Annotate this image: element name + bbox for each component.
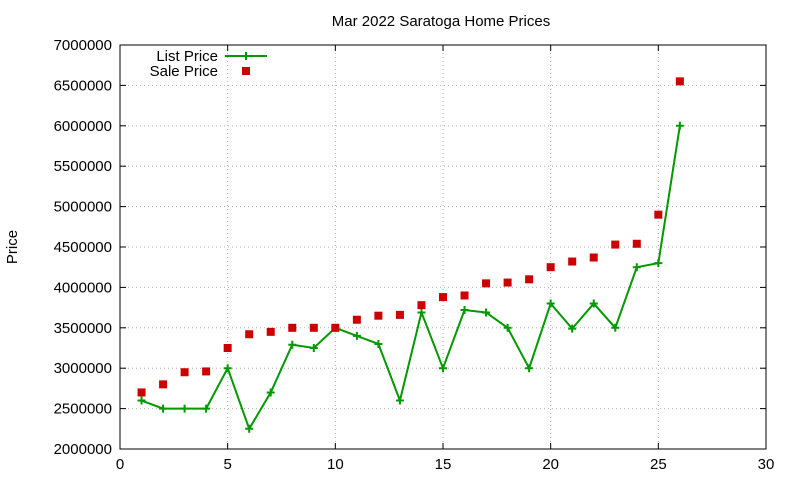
- x-tick-label: 0: [116, 456, 124, 473]
- list-price-point: [568, 324, 577, 333]
- list-price-point: [352, 331, 361, 340]
- list-price-point: [137, 396, 146, 405]
- list-price-point: [654, 259, 663, 268]
- x-tick-label: 15: [435, 456, 452, 473]
- chart-title: Mar 2022 Saratoga Home Prices: [332, 13, 550, 30]
- list-price-point: [503, 323, 512, 332]
- x-tick-label: 20: [542, 456, 559, 473]
- sale-price-point: [288, 323, 297, 332]
- list-price-point: [417, 308, 426, 317]
- sale-price-point: [352, 315, 361, 324]
- sale-price-point: [245, 330, 254, 339]
- sale-price-point: [266, 327, 275, 336]
- list-price-point: [288, 340, 297, 349]
- legend-label: Sale Price: [150, 63, 218, 80]
- y-tick-label: 2000000: [54, 441, 112, 458]
- y-tick-label: 5000000: [54, 199, 112, 216]
- sale-price-point: [675, 77, 684, 86]
- sale-price-point: [439, 293, 447, 302]
- sale-price-point: [223, 344, 232, 352]
- list-price-point: [482, 308, 491, 317]
- sale-price-point: [180, 368, 189, 377]
- list-price-point: [309, 344, 318, 352]
- y-tick-label: 5500000: [54, 158, 112, 175]
- legend-plus-marker: [242, 52, 250, 60]
- list-price-point: [266, 388, 275, 397]
- list-price-point: [180, 404, 189, 413]
- sale-price-point: [568, 257, 577, 266]
- list-price-point: [202, 404, 211, 413]
- x-tick-label: 5: [223, 456, 231, 473]
- y-tick-label: 7000000: [54, 37, 112, 54]
- y-tick-label: 6000000: [54, 118, 112, 135]
- y-tick-label: 4500000: [54, 239, 112, 256]
- list-price-point: [632, 263, 641, 272]
- sale-price-point: [632, 239, 641, 248]
- series: [137, 77, 684, 433]
- list-price-point: [159, 404, 168, 413]
- sale-price-point: [654, 210, 663, 219]
- axes: 2000000 2500000 3000000 3500000 4000000 45000…: [54, 37, 775, 473]
- list-price-point: [245, 424, 254, 433]
- list-price-point: [374, 339, 383, 348]
- sale-price-point: [525, 275, 534, 284]
- sale-price-point: [331, 323, 340, 332]
- sale-price-point: [546, 263, 555, 272]
- plot-frame: [119, 44, 767, 450]
- list-price-point: [611, 323, 620, 332]
- sale-price-point: [202, 367, 211, 376]
- x-tick-label: 25: [650, 456, 667, 473]
- grid: [120, 45, 766, 449]
- list-price-point: [675, 121, 684, 130]
- list-price-point: [439, 364, 447, 373]
- legend-square-marker: [242, 67, 250, 75]
- list-price-point: [589, 299, 598, 308]
- sale-price-point: [589, 253, 598, 262]
- sale-price-point: [417, 301, 426, 310]
- sale-price-point: [159, 380, 168, 389]
- y-axis-title: Price: [4, 230, 21, 264]
- y-tick-label: 3000000: [54, 360, 112, 377]
- y-tick-label: 6500000: [54, 77, 112, 94]
- list-price-point: [525, 364, 534, 373]
- list-price-point: [460, 306, 469, 315]
- y-tick-label: 3500000: [54, 320, 112, 337]
- y-tick-label: 4000000: [54, 279, 112, 296]
- list-price-point: [546, 299, 555, 308]
- list-price-point: [395, 396, 404, 405]
- sale-price-point: [374, 311, 383, 320]
- y-tick-label: 2500000: [54, 401, 112, 418]
- sale-price-point: [460, 291, 469, 300]
- sale-price-point: [482, 279, 491, 288]
- sale-price-point: [309, 323, 318, 332]
- sale-price-point: [137, 388, 146, 397]
- sale-price-point: [503, 278, 512, 287]
- list-price-point: [223, 364, 232, 373]
- x-tick-label: 30: [758, 456, 775, 473]
- x-tick-label: 10: [327, 456, 344, 473]
- legend-label: List Price: [156, 48, 218, 65]
- sale-price-point: [395, 310, 404, 319]
- list-price-line: [141, 125, 681, 432]
- sale-price-point: [611, 240, 620, 249]
